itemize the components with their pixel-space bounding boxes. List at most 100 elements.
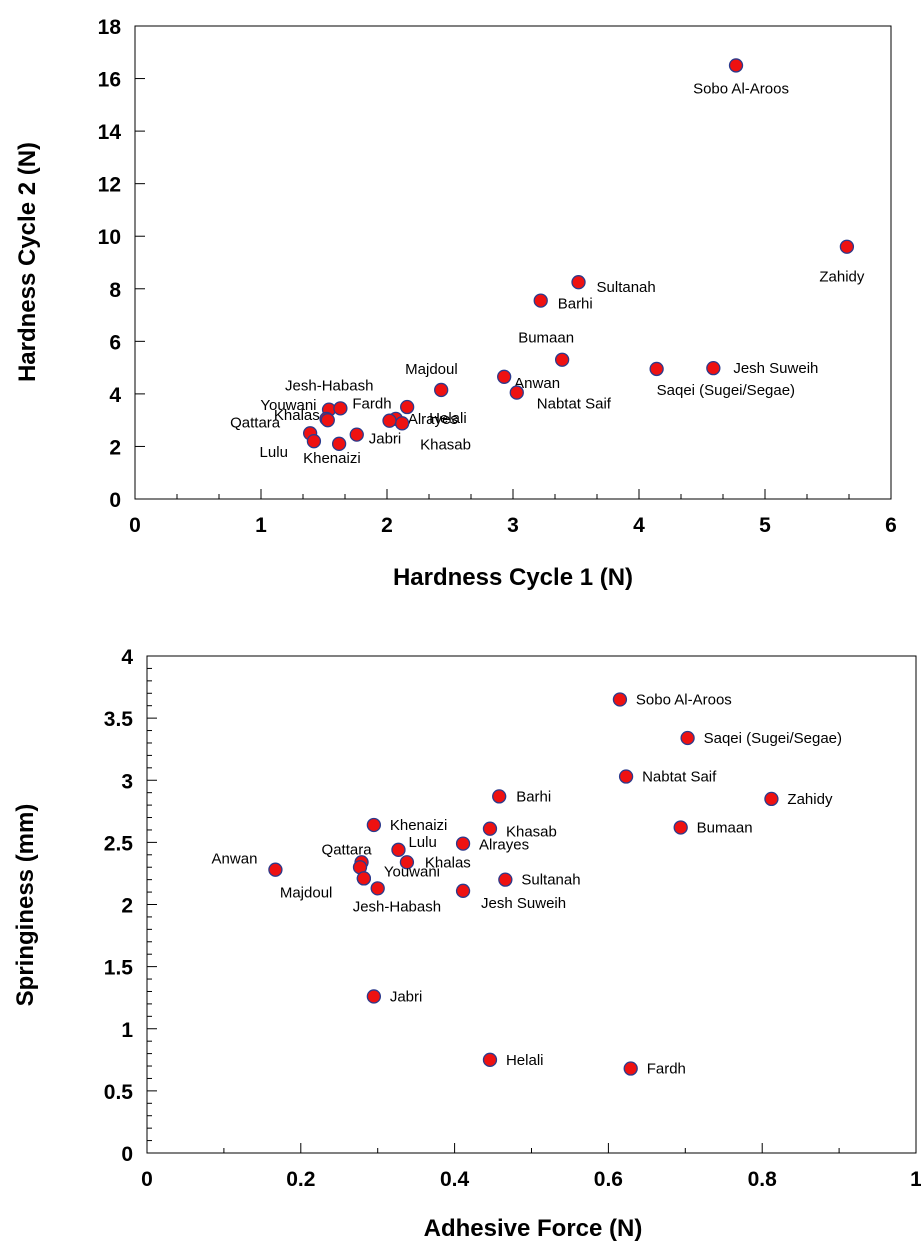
top-data-point [320, 413, 335, 428]
top-point-label: Sobo Al-Aroos [693, 80, 789, 97]
top-data-point [533, 293, 548, 308]
bottom-point-label: Anwan [212, 851, 258, 868]
bottom-point-label: Jabri [390, 988, 423, 1005]
bottom-x-axis-title: Adhesive Force (N) [424, 1215, 643, 1242]
top-y-tick-label: 0 [109, 489, 121, 512]
bottom-x-tick-label: 1 [910, 1168, 921, 1191]
bottom-y-tick-label: 2.5 [104, 832, 134, 855]
top-data-point [400, 399, 415, 415]
bottom-point-label: Barhi [516, 788, 551, 805]
top-x-tick-label: 1 [255, 514, 267, 537]
bottom-data-point [618, 769, 634, 784]
top-point-label: Qattara [230, 414, 281, 431]
top-point-label: Nabtat Saif [537, 396, 612, 413]
bottom-y-axis-title: Springiness (mm) [12, 804, 39, 1007]
top-x-tick-label: 5 [759, 514, 771, 537]
bottom-y-tick-label: 3.5 [104, 708, 134, 731]
top-y-axis-title: Hardness Cycle 2 (N) [14, 142, 41, 382]
bottom-point-label: Zahidy [787, 791, 833, 808]
bottom-point-label: Nabtat Saif [642, 769, 717, 786]
bottom-x-tick-label: 0.2 [286, 1168, 315, 1191]
bottom-point-label: Khenaizi [390, 817, 448, 834]
top-y-tick-label: 16 [98, 69, 121, 92]
bottom-point-label: Jesh Suweih [481, 895, 566, 912]
bottom-x-tick-label: 0 [141, 1168, 153, 1191]
top-point-label: Majdoul [405, 361, 458, 378]
bottom-y-tick-label: 4 [121, 646, 133, 669]
top-point-label: Jesh Suweih [733, 360, 818, 377]
bottom-point-label: Bumaan [697, 819, 753, 836]
bottom-data-point [498, 872, 513, 887]
bottom-data-point [455, 836, 471, 851]
top-point-label: Helali [429, 410, 467, 427]
bottom-data-point [482, 821, 498, 836]
bottom-data-point [764, 791, 779, 807]
bottom-data-point [370, 881, 385, 896]
top-data-point [649, 361, 664, 377]
top-point-label: Youwani [260, 397, 316, 414]
top-data-point [497, 369, 512, 384]
top-data-point [706, 360, 721, 376]
top-point-label: Bumaan [518, 330, 574, 347]
bottom-point-label: Majdoul [280, 884, 333, 901]
top-y-tick-label: 12 [98, 174, 121, 197]
bottom-y-tick-label: 3 [121, 770, 133, 793]
top-point-label: Anwan [514, 375, 560, 392]
top-point-label: Zahidy [819, 269, 865, 286]
top-y-tick-label: 2 [109, 436, 121, 459]
top-data-point [728, 58, 744, 73]
bottom-data-point [680, 730, 695, 746]
top-point-label: Khalas [274, 407, 320, 424]
bottom-data-point [399, 855, 415, 870]
top-data-point [349, 427, 364, 442]
bottom-data-point [455, 883, 471, 898]
top-point-label: Jabri [369, 431, 402, 448]
springiness-scatter-chart: 0 0.2 0.4 0.6 0.8 1 0 0.5 1 1.5 2 2.5 3 3.5 4 Adhesive … [12, 646, 921, 1242]
bottom-x-tick-label: 0.6 [594, 1168, 623, 1191]
top-point-label: Saqei (Sugei/Segae) [657, 382, 795, 399]
bottom-data-point [366, 989, 382, 1004]
top-y-tick-label: 4 [109, 384, 121, 407]
top-y-tick-label: 6 [109, 331, 121, 354]
top-x-axis-title: Hardness Cycle 1 (N) [393, 564, 633, 591]
top-data-point [306, 434, 322, 449]
top-y-tick-label: 18 [98, 16, 122, 39]
bottom-point-label: Lulu [408, 834, 436, 851]
bottom-point-label: Sultanah [521, 872, 580, 889]
top-data-point [554, 352, 570, 367]
top-data-point [394, 416, 410, 431]
bottom-data-point [492, 789, 507, 804]
top-data-point [331, 436, 347, 451]
bottom-data-point [391, 842, 406, 857]
top-x-tick-label: 0 [129, 514, 141, 537]
top-data-point [571, 275, 586, 290]
bottom-x-tick-label: 0.4 [440, 1168, 470, 1191]
bottom-point-label: Jesh-Habash [353, 898, 441, 915]
top-point-label: Khenaizi [303, 450, 361, 467]
bottom-data-point [673, 820, 688, 835]
bottom-data-point [482, 1052, 498, 1067]
bottom-y-tick-label: 0.5 [104, 1081, 134, 1104]
top-x-tick-label: 4 [633, 514, 645, 537]
bottom-point-label: Saqei (Sugei/Segae) [704, 730, 842, 747]
top-data-point [509, 385, 524, 400]
top-point-label: Khasab [420, 436, 471, 453]
top-point-label: Jesh-Habash [285, 378, 373, 395]
bottom-point-label: Khasab [506, 824, 557, 841]
top-data-point [333, 401, 348, 416]
bottom-point-label: Youwani [384, 863, 440, 880]
bottom-point-label: Helali [506, 1052, 544, 1069]
bottom-point-label: Alrayes [479, 837, 529, 854]
bottom-y-tick-label: 1 [121, 1019, 133, 1042]
bottom-data-point [623, 1061, 638, 1076]
top-y-tick-label: 14 [98, 121, 122, 144]
bottom-point-label: Khalas [425, 854, 471, 871]
bottom-y-tick-label: 0 [121, 1143, 133, 1166]
bottom-y-tick-label: 1.5 [104, 957, 134, 980]
bottom-data-point [366, 817, 382, 833]
bottom-point-label: Sobo Al-Aroos [636, 691, 732, 708]
bottom-x-tick-label: 0.8 [748, 1168, 778, 1191]
bottom-data-point [356, 871, 372, 886]
top-x-tick-label: 2 [381, 514, 393, 537]
top-y-tick-label: 10 [98, 226, 121, 249]
